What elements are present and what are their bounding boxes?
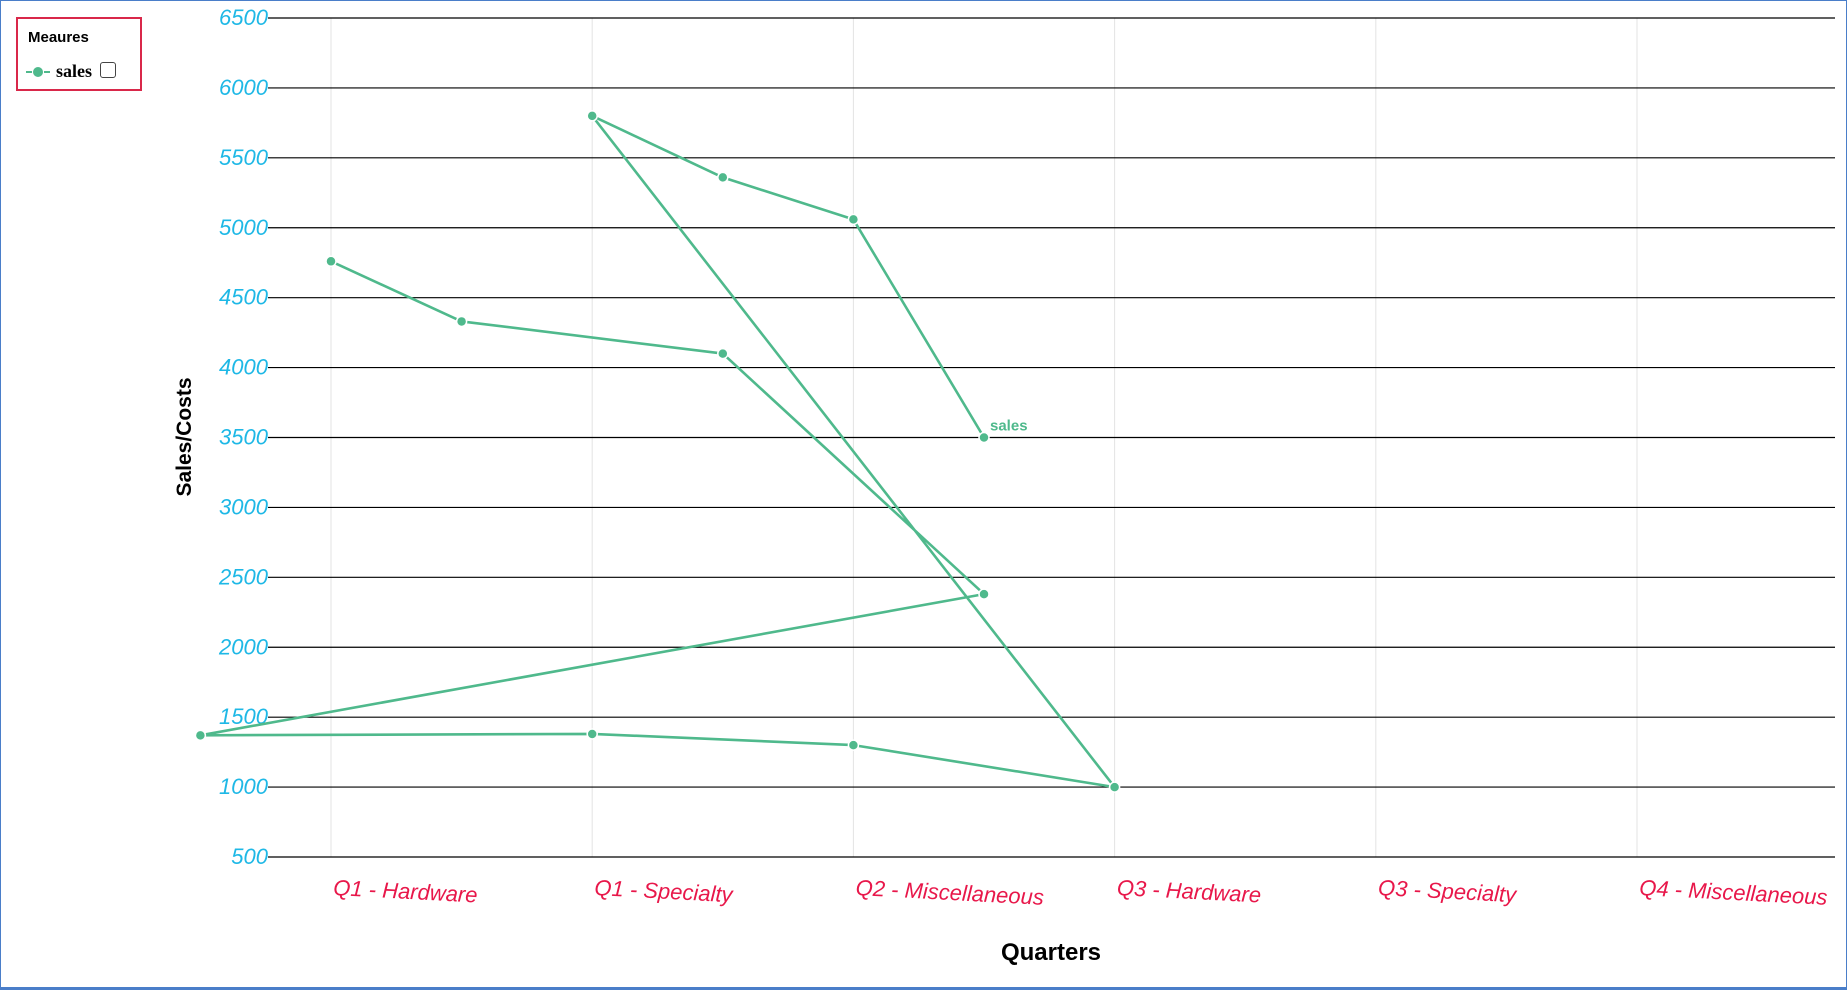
data-point <box>978 588 990 600</box>
data-point <box>194 729 207 742</box>
data-point <box>717 347 729 360</box>
series-marker-icon <box>26 66 50 78</box>
x-tick-label: Q1 - Specialty <box>594 875 735 907</box>
x-tick-label: Q2 - Miscellaneous <box>855 875 1044 910</box>
y-tick-label: 4000 <box>219 355 269 380</box>
series-end-label: sales <box>990 418 1028 435</box>
data-point <box>586 110 598 122</box>
legend-title: Meaures <box>28 29 89 46</box>
series-line-sales <box>199 114 1116 789</box>
x-tick-label: Q1 - Hardware <box>333 875 478 908</box>
x-tick-label: Q4 - Miscellaneous <box>1639 875 1828 910</box>
data-point <box>847 213 860 226</box>
data-point <box>717 171 729 184</box>
data-point <box>455 315 468 328</box>
y-axis-title: Sales/Costs <box>173 377 196 496</box>
data-point <box>586 728 598 740</box>
y-tick-label: 3000 <box>219 494 269 519</box>
y-tick-label: 5500 <box>219 145 269 170</box>
x-tick-label: Q3 - Specialty <box>1378 875 1519 907</box>
data-point <box>1108 781 1121 793</box>
data-point <box>325 255 337 268</box>
legend-item-sales[interactable]: sales <box>26 61 116 82</box>
y-tick-label: 3500 <box>219 425 269 450</box>
y-tick-label: 1000 <box>219 774 269 799</box>
legend-toggle-checkbox[interactable] <box>100 61 116 78</box>
legend-item-label: sales <box>56 61 92 81</box>
x-axis-title: Quarters <box>1001 939 1101 966</box>
y-tick-label: 6500 <box>219 5 269 30</box>
legend: Meaures sales <box>16 17 142 91</box>
y-tick-label: 6000 <box>219 75 269 100</box>
x-tick-label: Q3 - Hardware <box>1116 875 1261 908</box>
data-point <box>978 431 990 444</box>
y-tick-label: 2000 <box>218 634 269 659</box>
y-tick-label: 2500 <box>218 564 269 589</box>
y-tick-label: 500 <box>231 844 268 869</box>
y-tick-label: 5000 <box>219 215 269 240</box>
data-point <box>847 739 860 751</box>
y-tick-label: 4500 <box>219 285 269 310</box>
